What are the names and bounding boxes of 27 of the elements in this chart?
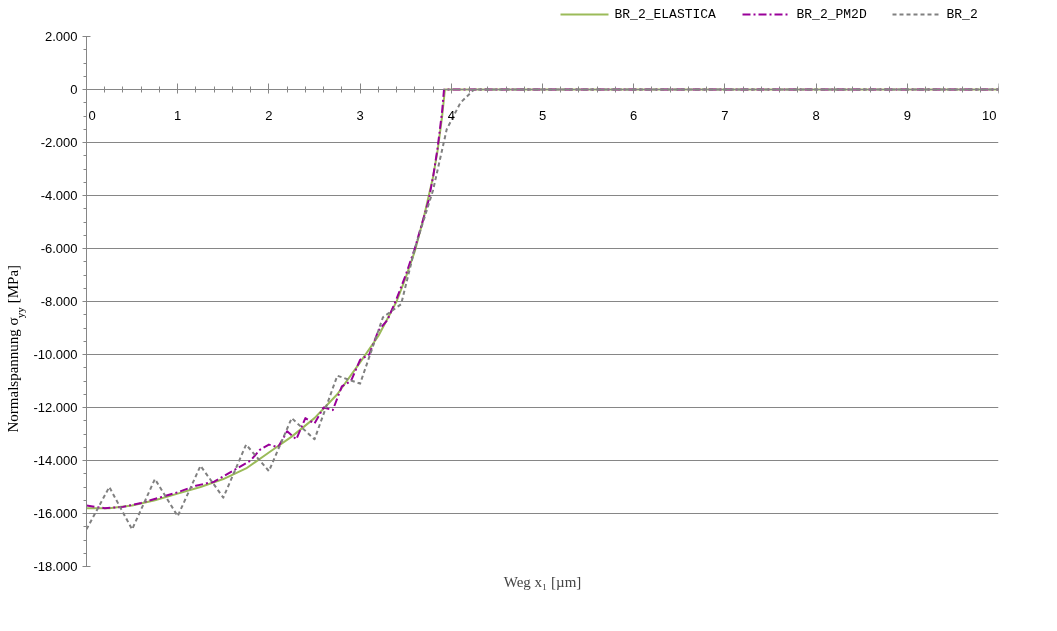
x-tick-label: 6 — [630, 107, 638, 123]
y-tick-label: -10.000 — [33, 347, 78, 362]
y-axis-title: Normalspannung σyy [MPa] — [4, 264, 26, 433]
x-tick-label: 8 — [812, 107, 820, 123]
y-tick-label: -2.000 — [40, 135, 78, 150]
y-tick-label: 0 — [70, 82, 78, 97]
x-tick-label: 4 — [447, 107, 455, 123]
y-tick-label: -8.000 — [40, 294, 78, 309]
y-tick-label: -14.000 — [33, 453, 78, 468]
x-tick-label: 1 — [174, 107, 182, 123]
x-axis-title: Weg x₁ [µm] — [503, 573, 582, 590]
y-tick-label: -16.000 — [33, 506, 78, 521]
y-tick-label: -18.000 — [33, 559, 78, 574]
x-tick-label: 2 — [265, 107, 273, 123]
x-tick-label: 3 — [356, 107, 364, 123]
x-tick-label: 0 — [88, 107, 96, 123]
y-tick-label: 2.000 — [44, 29, 78, 44]
y-tick-label: -6.000 — [40, 241, 78, 256]
legend-label: BR_2 — [946, 7, 978, 22]
y-tick-label: -12.000 — [33, 400, 78, 415]
x-tick-label: 9 — [903, 107, 911, 123]
x-tick-label: 5 — [538, 107, 547, 123]
legend-label: BR_2_ELASTICA — [614, 7, 717, 22]
x-tick-label: 7 — [721, 107, 729, 123]
legend-label: BR_2_PM2D — [796, 7, 867, 22]
x-tick-label: 10 — [982, 107, 997, 123]
y-tick-label: -4.000 — [40, 188, 78, 203]
